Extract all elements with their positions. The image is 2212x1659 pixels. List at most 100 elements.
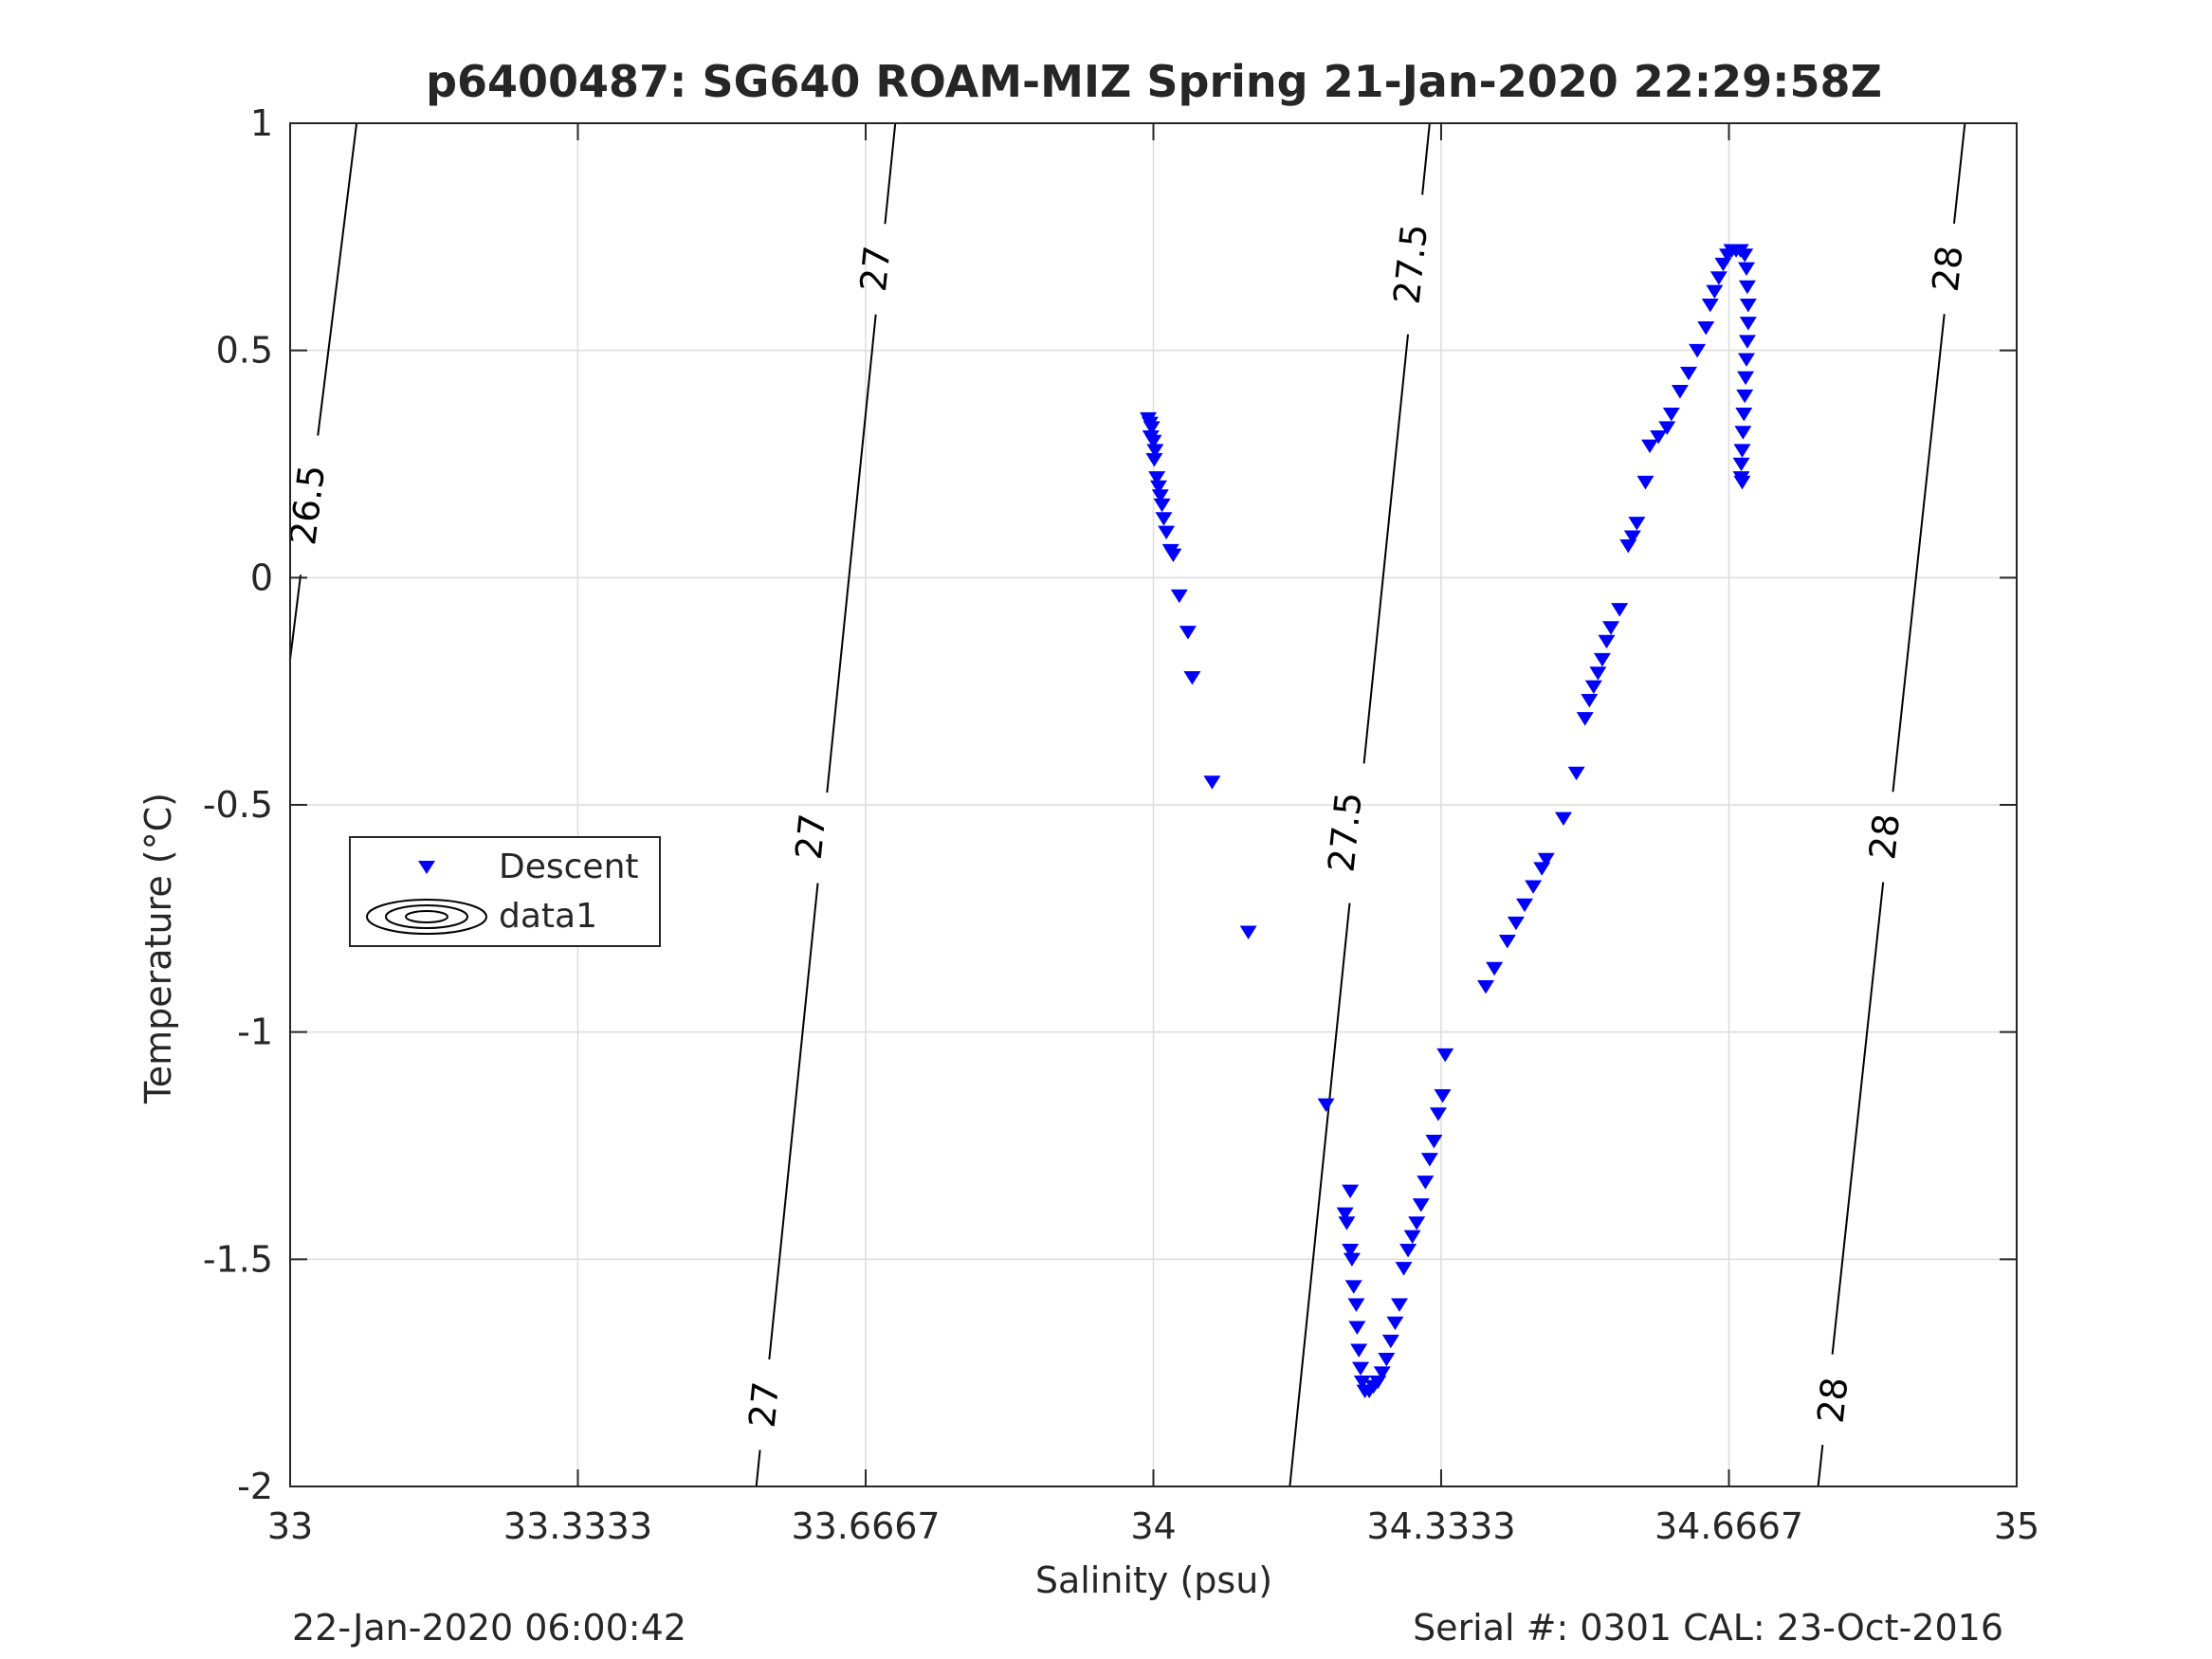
- legend-box: [349, 836, 661, 947]
- descent-point: [1344, 1280, 1362, 1294]
- descent-point: [1203, 775, 1221, 790]
- axes: 33 33.3333 33.6667 34 34.3333 34.6667 35 -2 -1.5…: [203, 102, 2039, 1547]
- descent-point: [1343, 1252, 1361, 1267]
- descent-point: [1737, 371, 1755, 386]
- y-axis-label: Temperature (°C): [137, 793, 179, 1104]
- descent-point: [1525, 880, 1543, 894]
- descent-point: [1738, 353, 1756, 367]
- y-tick-label: -1.5: [203, 1238, 273, 1280]
- descent-point: [1537, 852, 1555, 867]
- descent-point: [1636, 475, 1654, 490]
- descent-point: [1736, 248, 1754, 263]
- legend-descent-marker: [418, 861, 435, 874]
- descent-point: [1554, 811, 1572, 827]
- descent-point: [1706, 284, 1724, 300]
- descent-point: [1149, 480, 1167, 495]
- y-tick-label: 0: [250, 556, 273, 598]
- contour-line-28: [1892, 314, 1946, 793]
- footer-date: 22-Jan-2020 06:00:42: [292, 1607, 686, 1649]
- descent-point: [1399, 1243, 1417, 1258]
- descent-point: [1507, 916, 1525, 931]
- descent-point: [1381, 1334, 1399, 1349]
- descent-point: [1739, 298, 1757, 313]
- footer-serial-cal: Serial #: 0301 CAL: 23-Oct-2016: [1413, 1607, 2003, 1649]
- chart-title: p6400487: SG640 ROAM-MIZ Spring 21-Jan-2…: [426, 56, 1882, 107]
- descent-point: [1576, 712, 1594, 726]
- x-tick-label: 34.6667: [1654, 1505, 1803, 1547]
- descent-point: [1183, 671, 1201, 685]
- descent-point: [1533, 862, 1551, 876]
- x-tick-label: 33.6667: [791, 1505, 940, 1547]
- y-tick-label: -2: [237, 1466, 273, 1507]
- grid: [289, 122, 2018, 1487]
- x-tick-label: 35: [1994, 1505, 2039, 1547]
- descent-point: [1598, 634, 1616, 649]
- descent-point: [1145, 452, 1163, 467]
- descent-point: [1153, 498, 1171, 513]
- descent-point: [1403, 1230, 1421, 1245]
- contour-label: 28: [1810, 1376, 1856, 1426]
- contour-line-27-5: [1362, 334, 1410, 764]
- y-tick-label: 1: [250, 102, 273, 144]
- descent-point: [1581, 694, 1599, 708]
- descent-point: [1353, 1376, 1371, 1390]
- descent-point: [1735, 408, 1753, 422]
- legend: Descent data1: [349, 836, 661, 947]
- descent-point: [1144, 434, 1162, 449]
- contour-label: 27: [741, 1379, 788, 1430]
- contour-line-28: [1952, 122, 1966, 224]
- descent-point: [1734, 426, 1752, 440]
- descent-point: [1378, 1353, 1396, 1367]
- descent-point: [1143, 421, 1161, 435]
- descent-point: [1738, 262, 1756, 277]
- descent-point: [1641, 439, 1659, 453]
- descent-point: [1732, 457, 1750, 472]
- descent-point: [1342, 1184, 1360, 1199]
- descent-point: [1593, 652, 1611, 667]
- x-tick-label: 34.3333: [1366, 1505, 1515, 1547]
- contour-label: 27.5: [1386, 222, 1435, 306]
- descent-series: [1140, 244, 1757, 1398]
- legend-data1-contour-icon: [366, 899, 487, 935]
- x-tick-label: 34: [1130, 1505, 1176, 1547]
- contour-line-27: [755, 1449, 761, 1487]
- descent-point: [1436, 1048, 1454, 1063]
- descent-point: [1584, 680, 1602, 695]
- descent-point: [1386, 1316, 1404, 1331]
- descent-point: [1623, 530, 1641, 544]
- contour-label: 27: [788, 811, 834, 862]
- descent-point: [1151, 489, 1169, 503]
- descent-point: [1338, 1216, 1356, 1231]
- descent-point: [1425, 1134, 1443, 1149]
- descent-point: [1733, 444, 1751, 458]
- descent-point: [1733, 475, 1751, 490]
- contour-line-27: [884, 122, 897, 225]
- legend-entry-data1: data1: [499, 897, 597, 936]
- descent-point: [1408, 1216, 1426, 1231]
- contour-line-27-5: [1421, 122, 1431, 195]
- descent-point: [1650, 429, 1668, 445]
- descent-point: [1239, 925, 1257, 939]
- y-tick-label: 0.5: [216, 330, 273, 372]
- descent-point: [1420, 1153, 1438, 1167]
- descent-point: [1155, 512, 1173, 526]
- contour-label: 27.5: [1320, 790, 1369, 874]
- x-axis-label: Salinity (psu): [1035, 1559, 1272, 1601]
- descent-point: [1738, 280, 1756, 295]
- descent-point: [1662, 408, 1680, 422]
- x-tick-label: 33.3333: [503, 1505, 652, 1547]
- descent-point: [1680, 366, 1698, 381]
- descent-point: [1352, 1361, 1370, 1376]
- descent-point: [1567, 766, 1585, 781]
- descent-point: [1347, 1298, 1365, 1312]
- descent-point: [1738, 335, 1756, 349]
- descent-point: [1611, 603, 1629, 617]
- descent-point: [1477, 979, 1495, 994]
- contour-line-26-5: [317, 122, 358, 436]
- descent-point: [1739, 317, 1757, 331]
- contour-label: 28: [1861, 811, 1908, 862]
- contour-label: 27: [852, 244, 899, 294]
- descent-point: [1317, 1098, 1335, 1113]
